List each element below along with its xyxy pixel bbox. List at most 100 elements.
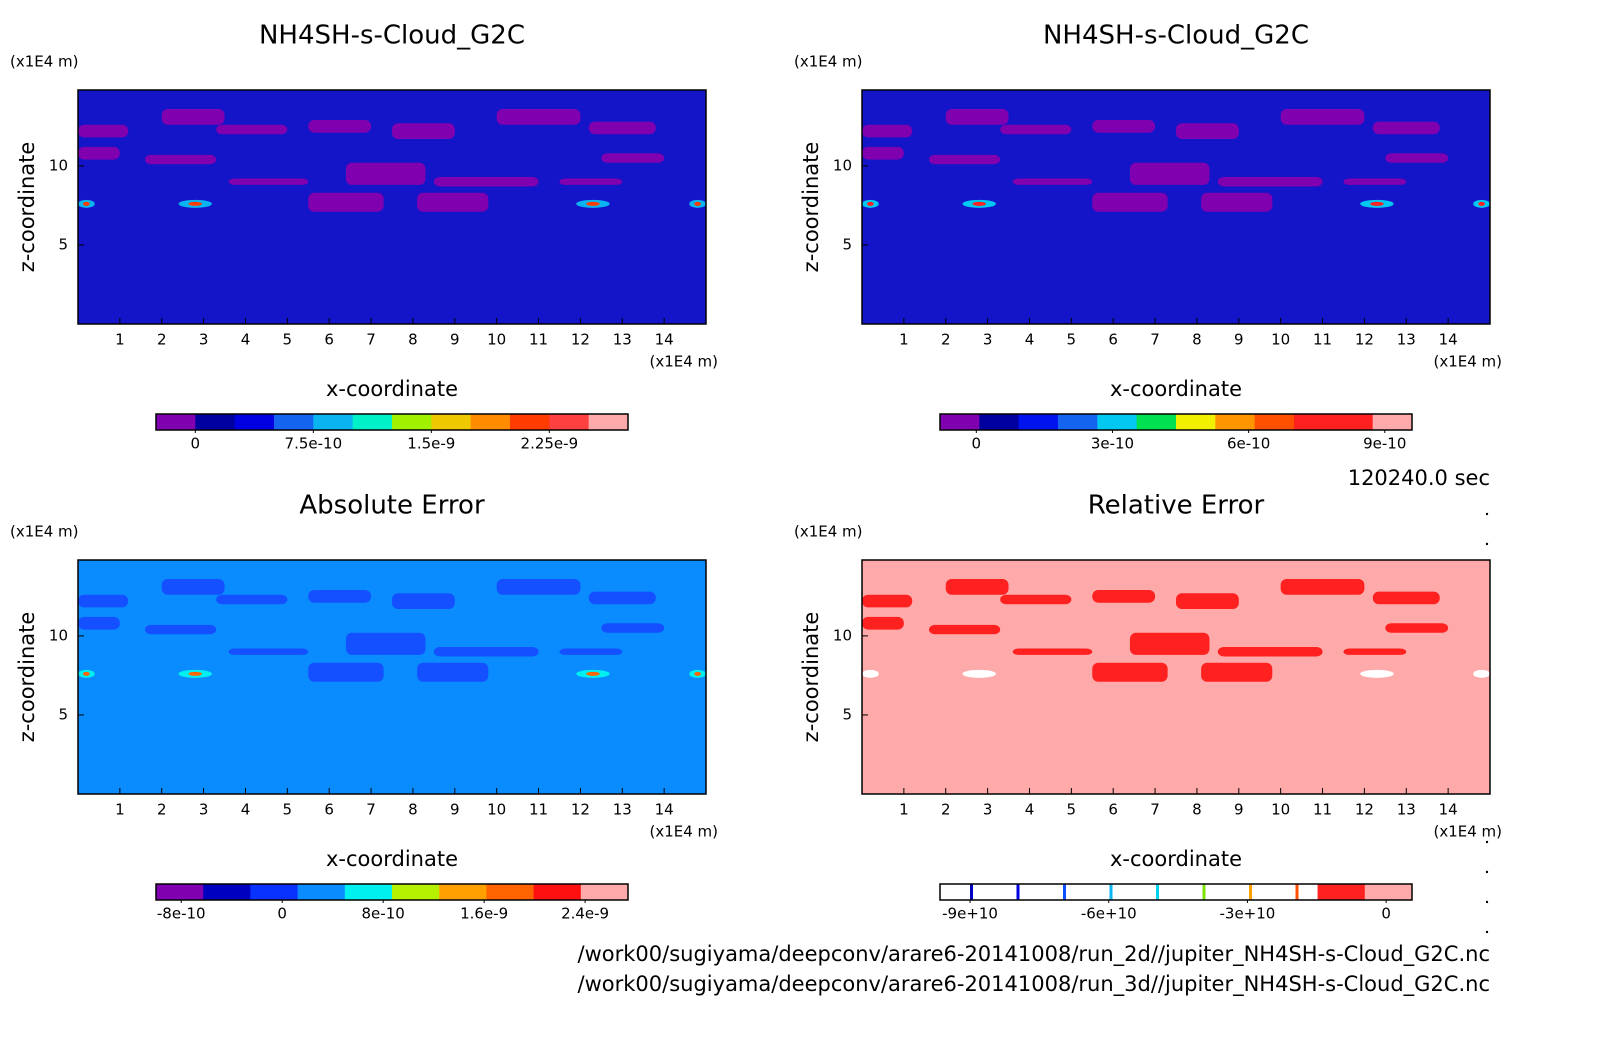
- contour-region: [216, 594, 288, 605]
- contour-peak: [972, 671, 986, 676]
- x-tick-label: 6: [324, 331, 334, 349]
- plot-frame: [77, 89, 707, 325]
- y-tick-label: 5: [842, 705, 852, 723]
- contour-region: [78, 616, 120, 630]
- contour-region: [228, 178, 309, 185]
- colorbar-box: [439, 884, 487, 900]
- x-tick-label: 12: [571, 331, 590, 349]
- contour-region: [601, 623, 665, 633]
- contour-region: [1372, 121, 1440, 135]
- colorbar-box: [431, 414, 472, 430]
- colorbar-line: [970, 884, 973, 900]
- x-tick-label: 5: [283, 331, 293, 349]
- contour-peak: [1370, 671, 1384, 676]
- x-tick-label: 14: [655, 331, 674, 349]
- x-tick-label: 12: [1355, 331, 1374, 349]
- x-tick-label: 6: [1108, 331, 1118, 349]
- x-axis-label: x-coordinate: [326, 377, 458, 401]
- contour-region: [1343, 648, 1407, 655]
- contour-region: [588, 121, 656, 135]
- y-axis-label: z-coordinate: [15, 612, 39, 743]
- colorbar-box: [195, 414, 236, 430]
- contour-region: [417, 662, 489, 682]
- contour-region: [1129, 162, 1210, 185]
- colorbar-box: [588, 414, 629, 430]
- contour-region: [345, 162, 426, 185]
- y-tick-label: 5: [58, 235, 68, 253]
- x-tick-label: 3: [199, 331, 209, 349]
- colorbar-tick-label: 0: [1381, 905, 1391, 923]
- contour-region: [1201, 662, 1273, 682]
- x-tick-label: 5: [1067, 801, 1077, 819]
- y-axis-label: z-coordinate: [799, 142, 823, 273]
- plot-frame: [861, 89, 1491, 325]
- colorbar-tick-label: 1.5e-9: [407, 435, 455, 453]
- colorbar-line: [1016, 884, 1020, 900]
- colorbar-box: [987, 884, 1035, 900]
- colorbar-tick-label: 2.4e-9: [561, 905, 609, 923]
- colorbar-box: [1018, 414, 1059, 430]
- x-tick-label: 10: [1271, 331, 1290, 349]
- colorbar-tick-label: 9e-10: [1363, 435, 1406, 453]
- contour-region: [1280, 108, 1365, 125]
- contour-region: [392, 123, 455, 140]
- x-tick-label: 9: [450, 331, 460, 349]
- contour-region: [417, 192, 489, 212]
- colorbar-tick-label: 0: [972, 435, 982, 453]
- colorbar-box: [510, 414, 550, 430]
- contour-region: [862, 616, 904, 630]
- contour-peak: [188, 201, 202, 206]
- contour-peak: [188, 671, 202, 676]
- contour-region: [1372, 591, 1440, 605]
- x-tick-label: 7: [1150, 801, 1160, 819]
- contour-region: [559, 178, 623, 185]
- colorbar-box: [1372, 414, 1413, 430]
- colorbar-box: [486, 884, 535, 900]
- colorbar-box: [1364, 884, 1413, 900]
- time-label: 120240.0 sec: [1348, 466, 1490, 490]
- x-tick-label: 6: [1108, 801, 1118, 819]
- contour-peak: [1370, 201, 1384, 206]
- colorbar-box: [1097, 414, 1138, 430]
- contour-region: [928, 624, 1001, 635]
- contour-region: [1092, 120, 1156, 133]
- x-tick-label: 9: [450, 801, 460, 819]
- colorbar-tick-label: 7.5e-10: [285, 435, 343, 453]
- colorbar-box: [1176, 414, 1216, 430]
- colorbar-box: [352, 414, 393, 430]
- colorbar-box: [1333, 414, 1374, 430]
- colorbar-box: [156, 884, 204, 900]
- contour-peak: [972, 201, 986, 206]
- x-tick-label: 4: [1025, 801, 1035, 819]
- colorbar-tick-label: -9e+10: [942, 905, 998, 923]
- contour-region: [433, 646, 539, 657]
- x-tick-label: 11: [529, 801, 548, 819]
- colorbar-box: [1128, 884, 1177, 900]
- colorbar-box: [1034, 884, 1083, 900]
- x-tick-label: 8: [408, 801, 418, 819]
- x-tick-label: 7: [366, 801, 376, 819]
- contour-region: [1176, 593, 1239, 610]
- colorbar-box: [1270, 884, 1319, 900]
- y-axis-label: z-coordinate: [15, 142, 39, 273]
- contour-region: [862, 146, 904, 160]
- contour-peak: [1478, 671, 1485, 676]
- colorbar-box: [203, 884, 251, 900]
- colorbar-box: [344, 884, 393, 900]
- contour-region: [945, 578, 1009, 595]
- x-unit: (x1E4 m): [649, 353, 718, 371]
- contour-region: [1217, 176, 1323, 187]
- contour-region: [1385, 153, 1449, 163]
- colorbar-tick-label: 2.25e-9: [521, 435, 579, 453]
- contour-peak: [694, 671, 701, 676]
- colorbar-box: [297, 884, 346, 900]
- contour-region: [345, 632, 426, 655]
- x-tick-label: 9: [1234, 801, 1244, 819]
- colorbar-box: [313, 414, 354, 430]
- colorbar-line: [1109, 884, 1113, 900]
- colorbar-box: [940, 884, 988, 900]
- colorbar-box: [156, 414, 196, 430]
- panel-title: NH4SH-s-Cloud_G2C: [259, 21, 525, 51]
- x-tick-label: 10: [487, 801, 506, 819]
- contour-region: [308, 590, 372, 603]
